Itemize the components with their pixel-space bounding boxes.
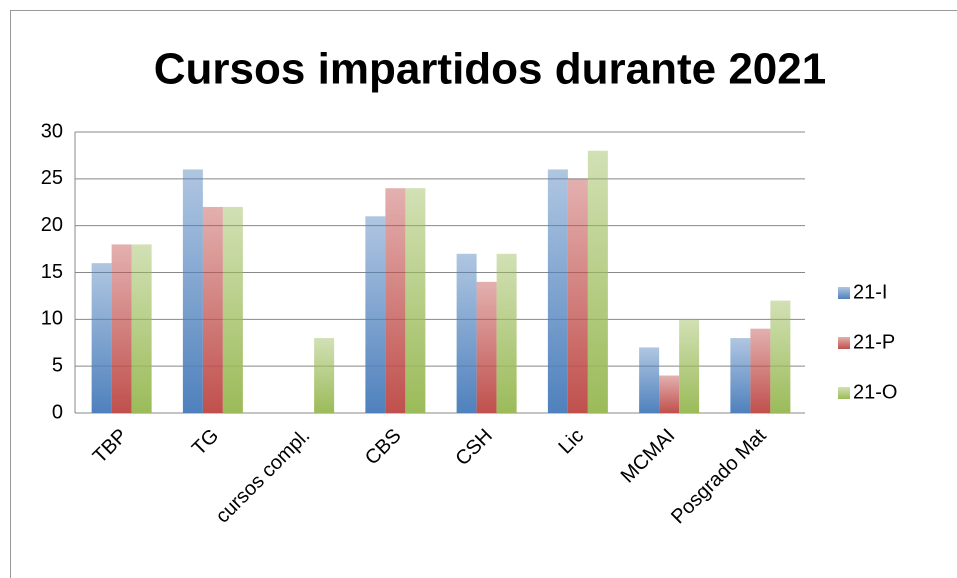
legend-swatch	[838, 337, 850, 349]
bar	[385, 188, 406, 413]
bar	[547, 169, 568, 413]
bar	[496, 253, 517, 413]
bar	[314, 338, 335, 413]
y-tick-label: 20	[41, 214, 63, 236]
bar	[750, 328, 771, 413]
y-tick-label: 10	[41, 308, 63, 330]
bar	[730, 338, 751, 413]
legend-label: 21-P	[853, 331, 895, 353]
y-tick-label: 0	[52, 401, 63, 423]
legend-swatch	[838, 387, 850, 399]
bar	[111, 244, 132, 413]
chart-title: Cursos impartidos durante 2021	[154, 45, 826, 94]
bar	[405, 188, 426, 413]
y-tick-label: 30	[41, 120, 63, 142]
bar	[202, 206, 223, 413]
legend-label: 21-I	[853, 281, 887, 303]
bar	[567, 178, 588, 413]
bar	[639, 347, 660, 413]
bar	[91, 263, 112, 413]
bar	[131, 244, 152, 413]
bar	[679, 319, 700, 413]
bar	[182, 169, 203, 413]
bar	[659, 375, 680, 413]
y-tick-label: 15	[41, 261, 63, 283]
y-tick-label: 25	[41, 167, 63, 189]
legend-swatch	[838, 287, 850, 299]
bar	[770, 300, 791, 413]
y-tick-label: 5	[52, 354, 63, 376]
bar	[476, 281, 497, 413]
legend-label: 21-O	[853, 381, 897, 403]
bar	[456, 253, 477, 413]
bar	[222, 206, 243, 413]
bar	[365, 216, 386, 413]
bar	[587, 150, 608, 413]
